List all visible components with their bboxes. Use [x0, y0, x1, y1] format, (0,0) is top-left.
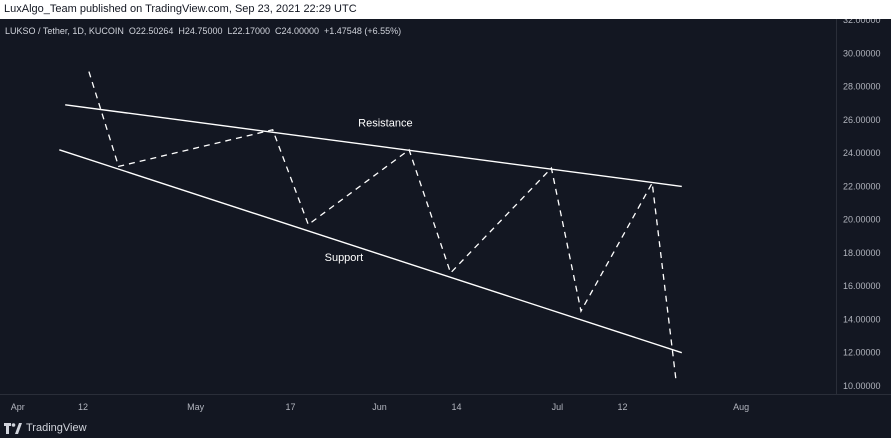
- support-label: Support: [325, 252, 364, 264]
- price-tick-label: 26.00000: [843, 115, 881, 125]
- price-tick-label: 10.00000: [843, 381, 881, 391]
- time-tick-label: 17: [286, 402, 296, 412]
- price-tick-label: 28.00000: [843, 82, 881, 92]
- price-tick-label: 14.00000: [843, 314, 881, 324]
- support-trendline[interactable]: [59, 149, 683, 354]
- price-tick-label: 12.00000: [843, 348, 881, 358]
- drawing-layer: [59, 71, 683, 380]
- price-tick-label: 18.00000: [843, 248, 881, 258]
- price-axis[interactable]: 32.00000 30.00000 28.00000 26.00000 24.00000…: [843, 19, 881, 391]
- tradingview-brand[interactable]: TradingView: [26, 422, 87, 434]
- footer: TradingView: [0, 419, 891, 438]
- price-tick-label: 32.00000: [843, 19, 881, 25]
- time-tick-label: Apr: [11, 402, 25, 412]
- time-tick-label: Jun: [372, 402, 387, 412]
- chart-area[interactable]: LUKSO / Tether, 1D, KUCOIN O22.50264 H24…: [0, 19, 891, 419]
- resistance-label: Resistance: [358, 117, 412, 129]
- time-tick-label: May: [187, 402, 205, 412]
- tradingview-logo-icon[interactable]: [4, 423, 22, 434]
- time-tick-label: 12: [618, 402, 628, 412]
- price-tick-label: 24.00000: [843, 148, 881, 158]
- price-tick-label: 20.00000: [843, 215, 881, 225]
- chart-background: [0, 19, 891, 419]
- time-axis[interactable]: Apr 12 May 17 Jun 14 Jul 12 Aug: [11, 402, 749, 412]
- time-tick-label: 14: [452, 402, 462, 412]
- price-tick-label: 16.00000: [843, 281, 881, 291]
- time-tick-label: Aug: [733, 402, 749, 412]
- price-tick-label: 30.00000: [843, 48, 881, 58]
- time-tick-label: Jul: [552, 402, 564, 412]
- publish-header: LuxAlgo_Team published on TradingView.co…: [0, 0, 891, 19]
- price-tick-label: 22.00000: [843, 181, 881, 191]
- resistance-trendline[interactable]: [65, 104, 682, 188]
- symbol-info: LUKSO / Tether, 1D, KUCOIN O22.50264 H24…: [5, 26, 401, 36]
- annotation-layer: Resistance Support: [325, 117, 413, 264]
- time-tick-label: 12: [78, 402, 88, 412]
- chart-svg[interactable]: LUKSO / Tether, 1D, KUCOIN O22.50264 H24…: [0, 19, 891, 419]
- zigzag-price-path[interactable]: [88, 71, 677, 380]
